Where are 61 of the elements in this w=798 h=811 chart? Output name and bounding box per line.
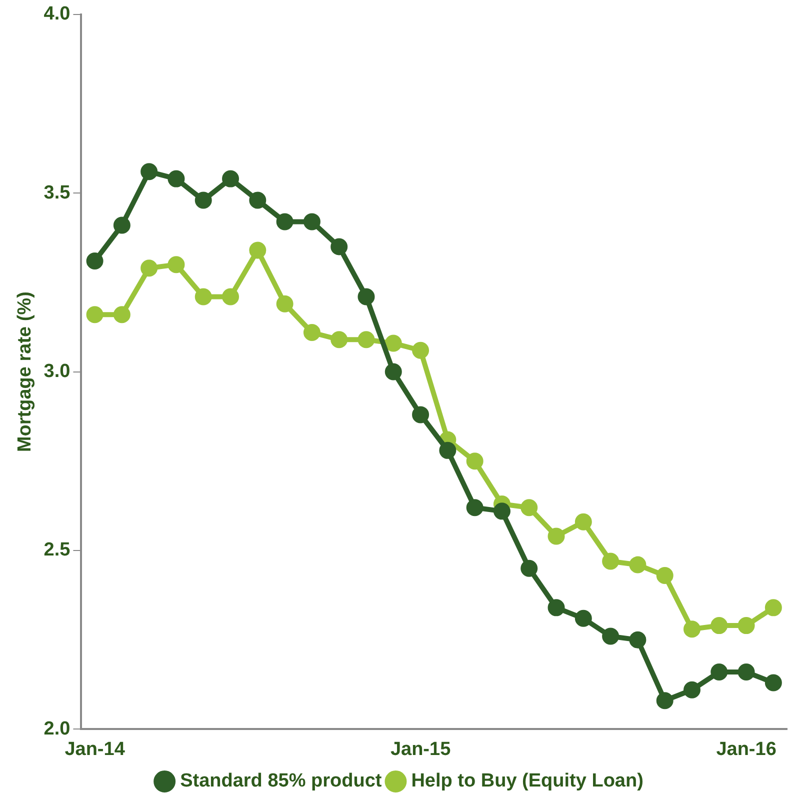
point	[168, 170, 185, 188]
point	[656, 567, 674, 584]
y-tick-label: 4.0	[44, 4, 70, 25]
y-tick-label: 3.5	[44, 182, 71, 204]
x-tick-label: Jan-15	[390, 738, 452, 760]
point	[683, 620, 700, 638]
point	[466, 452, 484, 470]
point	[86, 306, 104, 324]
point	[249, 192, 266, 209]
point	[520, 499, 538, 516]
point	[303, 213, 320, 230]
point	[303, 324, 320, 341]
point	[222, 288, 240, 306]
y-tick-label: 3.0	[44, 361, 70, 382]
point	[358, 331, 375, 348]
point	[168, 256, 185, 274]
point	[602, 628, 620, 645]
point	[113, 306, 130, 324]
point	[140, 163, 158, 180]
legend-label: Help to Buy (Equity Loan)	[411, 770, 644, 792]
point	[439, 442, 456, 459]
point	[276, 295, 294, 312]
point	[764, 674, 782, 692]
x-tick-label: Jan-14	[64, 738, 126, 760]
point	[520, 560, 538, 577]
point	[574, 513, 592, 530]
point	[683, 681, 700, 698]
point	[358, 288, 375, 306]
point	[710, 617, 728, 634]
point	[113, 216, 130, 234]
point	[738, 617, 755, 634]
point	[330, 238, 348, 256]
x-tick-label: Jan-16	[716, 738, 776, 760]
point	[222, 170, 240, 188]
point	[764, 599, 782, 616]
point	[602, 552, 620, 570]
point	[86, 252, 104, 270]
point	[412, 406, 430, 424]
point	[710, 664, 728, 681]
point	[249, 242, 266, 259]
point	[384, 363, 402, 380]
point	[656, 692, 674, 710]
point	[574, 610, 592, 627]
y-tick-label: 2.0	[44, 718, 70, 740]
point	[629, 556, 646, 574]
y-tick-label: 2.5	[44, 540, 71, 561]
point	[466, 499, 484, 516]
y-axis-title: Mortgage rate (%)	[14, 292, 36, 452]
point	[629, 631, 646, 648]
point	[493, 502, 510, 520]
point	[194, 288, 212, 306]
point	[384, 334, 402, 352]
point	[140, 260, 158, 277]
point	[330, 331, 348, 348]
point	[194, 192, 212, 209]
legend-label: Standard 85% product	[180, 770, 382, 792]
point	[738, 664, 755, 681]
point	[412, 342, 430, 359]
point	[276, 213, 294, 230]
point	[548, 528, 565, 545]
point	[548, 599, 565, 616]
